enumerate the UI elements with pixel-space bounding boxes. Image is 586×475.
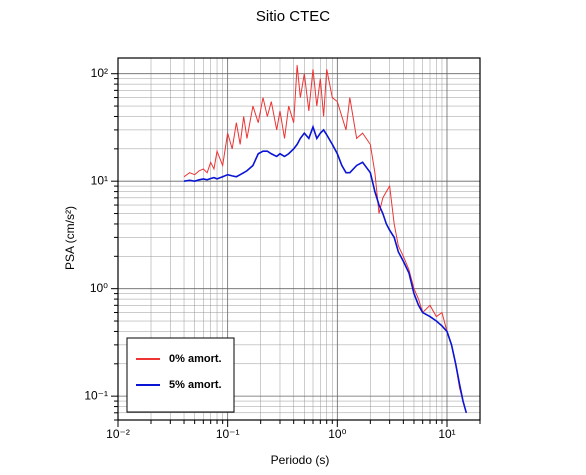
legend-label: 5% amort. <box>169 379 222 391</box>
legend-label: 0% amort. <box>169 353 222 365</box>
legend-box <box>126 337 235 413</box>
y-axis-label: PSA (cm/s²) <box>63 206 77 270</box>
x-axis-label: Periodo (s) <box>271 453 330 467</box>
x-tick-label: 10⁻² <box>106 427 130 441</box>
legend: 0% amort. 5% amort. <box>126 337 235 413</box>
chart-title: Sitio CTEC <box>256 8 330 25</box>
plot-frame <box>117 57 481 421</box>
x-tick-label: 10¹ <box>438 427 455 441</box>
y-tick-label: 10⁰ <box>90 281 108 295</box>
y-tick-label: 10⁻¹ <box>84 388 108 402</box>
data-line <box>183 65 467 413</box>
y-tick-label: 10² <box>91 66 108 80</box>
x-tick-label: 10⁰ <box>328 427 346 441</box>
x-tick-label: 10⁻¹ <box>216 427 240 441</box>
data-line <box>183 124 468 414</box>
y-tick-label: 10¹ <box>91 173 108 187</box>
